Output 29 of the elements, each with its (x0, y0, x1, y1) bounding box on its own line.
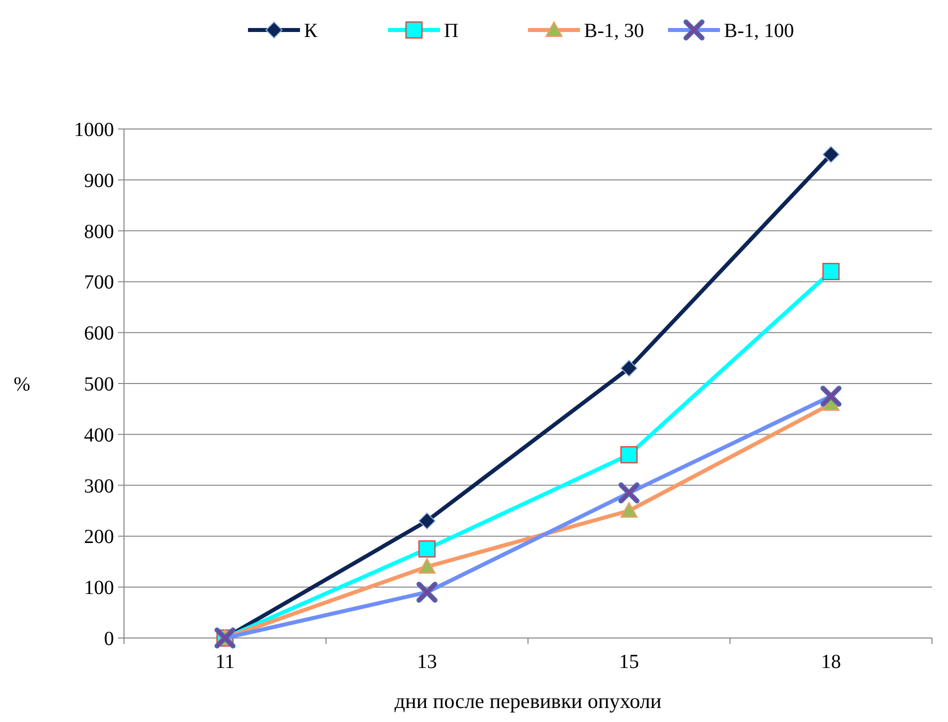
y-tick-label: 500 (84, 374, 114, 396)
point (620, 502, 638, 518)
y-tick-label: 100 (84, 577, 114, 600)
y-tick-label: 400 (84, 424, 114, 446)
legend-label: К (304, 20, 318, 42)
y-tick-label: 900 (84, 170, 114, 192)
y-tick-label: 800 (84, 220, 114, 243)
point (620, 360, 638, 377)
y-axis-title: % (14, 374, 30, 396)
x-tick-label: 15 (619, 651, 639, 673)
y-tick-label: 1000 (74, 119, 114, 141)
y-tick-label: 200 (84, 526, 114, 548)
point (620, 446, 638, 464)
point (418, 512, 436, 530)
x-tick-label: 11 (215, 651, 235, 673)
y-tick-label: 700 (84, 272, 114, 294)
point (418, 558, 436, 574)
x-tick-label: 13 (417, 651, 437, 673)
x-axis-title: дни после перевивки опухоли (394, 689, 662, 713)
y-tick-label: 0 (104, 628, 114, 650)
x-tick-label: 18 (821, 651, 841, 673)
legend-label: П (444, 20, 458, 42)
point (418, 540, 436, 558)
point (822, 146, 840, 163)
point (822, 262, 840, 280)
legend-label: В-1, 30 (584, 20, 644, 42)
y-tick-label: 300 (84, 475, 114, 498)
y-tick-label: 600 (84, 322, 114, 345)
legend-label: В-1, 100 (724, 20, 794, 42)
